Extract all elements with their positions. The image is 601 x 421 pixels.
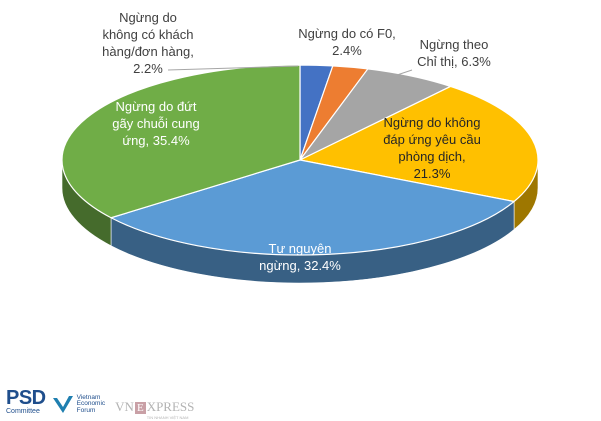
vef-check-icon [52, 396, 73, 413]
vef-logo: Vietnam Economic Forum [52, 393, 106, 415]
slice-label-3-line-0: Ngừng do không [384, 115, 481, 130]
vnexpress-logo: VN E XPRESS TIN NHANH VIỆT NAM [115, 399, 195, 420]
vnexpress-rest-text: XPRESS [146, 399, 195, 414]
slice-label-0-line-2: hàng/đơn hàng, [102, 44, 194, 59]
label-leader-0 [167, 65, 299, 71]
slice-label-4-line-0: Tự nguyện [269, 241, 332, 256]
slice-label-1: Ngừng do có F0, 2.4% [298, 26, 396, 58]
vnexpress-e: E [134, 402, 146, 414]
slice-label-0-line-0: Ngừng do [119, 10, 177, 25]
slice-label-2-line-1: Chỉ thị, 6.3% [417, 54, 491, 69]
slice-label-3-line-1: đáp ứng yêu cầu [383, 132, 481, 147]
slice-label-4: Tự nguyện ngừng, 32.4% [259, 241, 341, 273]
psd-logo: PSD Committee [6, 388, 46, 415]
vnexpress-rest: XPRESS TIN NHANH VIỆT NAM [146, 399, 195, 420]
slice-label-1-line-0: Ngừng do có F0, [298, 26, 396, 41]
pie-slices [61, 64, 539, 256]
vef-logo-text: Vietnam Economic Forum [76, 393, 106, 415]
slice-labels: Ngừng do không có khách hàng/đơn hàng, 2.2%… [102, 10, 491, 273]
slice-label-5: Ngừng do đứt gãy chuỗi cung ứng, 35.4% [112, 99, 199, 148]
label-leaders [167, 65, 413, 77]
slice-label-0: Ngừng do không có khách hàng/đơn hàng, 2.2% [102, 10, 194, 76]
pie-slice-3 [299, 85, 539, 203]
slice-label-0-line-3: 2.2% [133, 61, 163, 76]
sponsor-logos: PSD Committee Vietnam Economic Forum VN … [6, 381, 195, 420]
pie-slice-5 [61, 64, 301, 219]
slice-label-3: Ngừng do không đáp ứng yêu cầu phòng dịch,… [383, 115, 481, 181]
slice-label-3-line-3: 21.3% [414, 166, 451, 181]
slice-label-2: Ngừng theo Chỉ thị, 6.3% [417, 37, 491, 69]
psd-logo-text: PSD [6, 387, 46, 409]
slice-label-2-line-0: Ngừng theo [420, 37, 489, 52]
slice-label-3-line-2: phòng dịch, [398, 149, 465, 164]
psd-logo-subtext: Committee [6, 408, 40, 415]
vnexpress-tagline: TIN NHANH VIỆT NAM [146, 415, 189, 420]
pie-slice-4 [110, 159, 515, 256]
vnexpress-vn: VN [115, 399, 134, 414]
label-leader-2 [393, 69, 413, 77]
slice-label-1-line-1: 2.4% [332, 43, 362, 58]
slice-label-0-line-1: không có khách [102, 27, 193, 42]
slice-label-4-line-1: ngừng, 32.4% [259, 258, 341, 273]
slice-label-5-line-1: gãy chuỗi cung [112, 116, 199, 131]
slice-label-5-line-0: Ngừng do đứt [115, 99, 196, 114]
slice-label-5-line-2: ứng, 35.4% [122, 133, 190, 148]
